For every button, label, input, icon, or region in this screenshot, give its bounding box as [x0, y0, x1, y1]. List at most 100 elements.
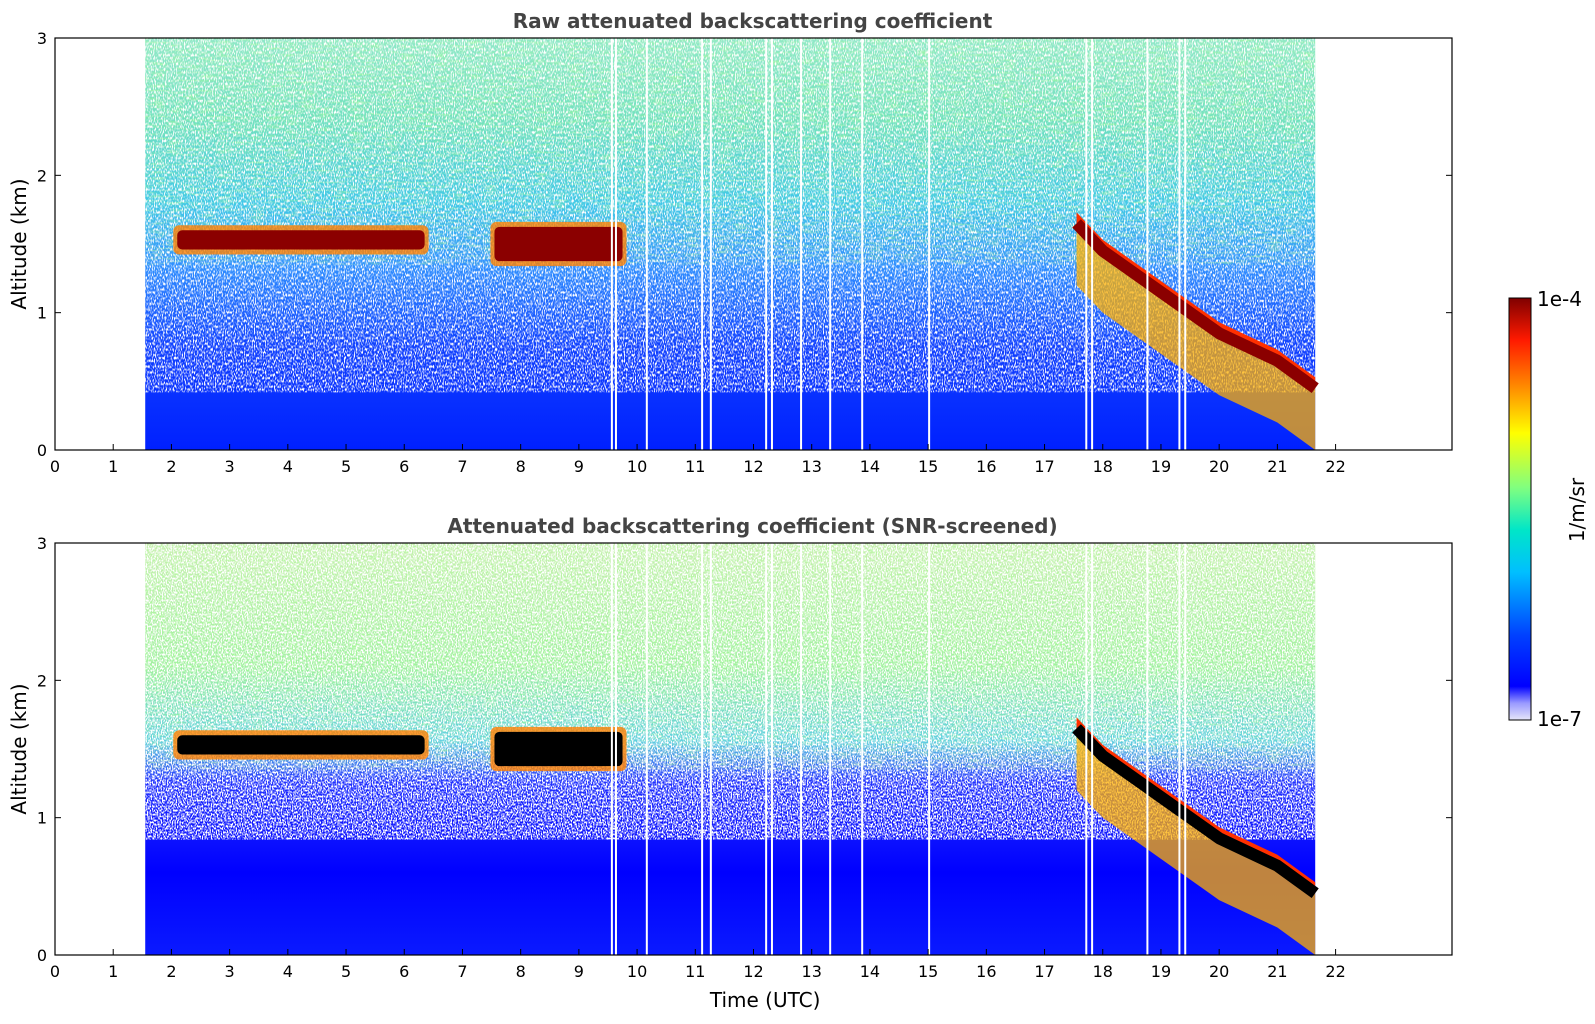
x-tick-label: 3 — [225, 962, 235, 981]
y-tick-label: 3 — [37, 534, 47, 553]
x-tick-label: 1 — [108, 962, 118, 981]
x-tick-label: 20 — [1209, 457, 1229, 476]
data-gap — [614, 543, 617, 955]
data-gap — [1085, 543, 1088, 955]
x-tick-label: 11 — [685, 457, 705, 476]
x-tick-label: 21 — [1267, 457, 1287, 476]
data-gap — [709, 38, 712, 450]
x-tick-label: 22 — [1325, 962, 1345, 981]
data-gap — [829, 38, 832, 450]
x-tick-label: 9 — [574, 457, 584, 476]
x-tick-label: 19 — [1151, 457, 1171, 476]
heatmap-image — [145, 543, 1319, 955]
x-tick-label: 5 — [341, 457, 351, 476]
data-gap — [1178, 38, 1181, 450]
data-gap — [701, 543, 704, 955]
x-tick-label: 10 — [627, 962, 647, 981]
data-gap — [1178, 543, 1181, 955]
panel-2: 0 1 2 3 4 5 6 7 8 9 10 11 12 13 14 15 16 17 18 19 20 21 220123… — [7, 514, 1453, 1012]
y-axis-label: Altitude (km) — [7, 178, 31, 309]
x-tick-label: 16 — [976, 457, 996, 476]
data-gap — [861, 38, 864, 450]
data-gap — [765, 543, 768, 955]
x-tick-label: 21 — [1267, 962, 1287, 981]
x-tick-label: 10 — [627, 457, 647, 476]
x-tick-label: 12 — [743, 962, 763, 981]
x-tick-label: 0 — [50, 457, 60, 476]
data-gap — [800, 543, 803, 955]
x-tick-label: 0 — [50, 962, 60, 981]
x-tick-label: 15 — [918, 962, 938, 981]
x-tick-label: 13 — [802, 457, 822, 476]
panel-title: Attenuated backscattering coefficient (S… — [447, 514, 1057, 538]
layer-core — [1072, 219, 1319, 394]
colorbar-unit-label: 1/m/sr — [1565, 477, 1589, 542]
data-gap — [829, 543, 832, 955]
data-gap — [645, 543, 648, 955]
noise-speckle — [145, 38, 1316, 393]
y-tick-label: 1 — [37, 809, 47, 828]
x-tick-label: 13 — [802, 962, 822, 981]
data-gap — [928, 543, 931, 955]
x-tick-label: 14 — [860, 962, 880, 981]
data-gap — [861, 543, 864, 955]
data-gap — [1184, 543, 1187, 955]
x-tick-label: 3 — [225, 457, 235, 476]
data-gap — [1146, 543, 1149, 955]
x-tick-label: 22 — [1325, 457, 1345, 476]
y-tick-label: 2 — [37, 671, 47, 690]
data-gap — [770, 38, 773, 450]
panel-1: 0 1 2 3 4 5 6 7 8 9 10 11 12 13 14 15 16 17 18 19 20 21 220123… — [7, 9, 1453, 476]
data-gap — [614, 38, 617, 450]
x-tick-label: 19 — [1151, 962, 1171, 981]
x-tick-label: 2 — [166, 962, 176, 981]
x-tick-label: 18 — [1093, 457, 1113, 476]
heatmap-image — [145, 38, 1319, 450]
data-gap — [610, 38, 613, 450]
data-gap — [1085, 38, 1088, 450]
x-tick-label: 8 — [516, 457, 526, 476]
x-axis-label: Time (UTC) — [709, 988, 821, 1012]
cloud-core — [177, 230, 425, 250]
x-tick-label: 6 — [399, 962, 409, 981]
x-tick-label: 6 — [399, 457, 409, 476]
data-gap — [610, 543, 613, 955]
panel-title: Raw attenuated backscattering coefficien… — [513, 9, 993, 33]
x-tick-label: 7 — [457, 962, 467, 981]
x-tick-label: 18 — [1093, 962, 1113, 981]
y-tick-label: 2 — [37, 166, 47, 185]
data-gap — [800, 38, 803, 450]
data-gap — [1146, 38, 1149, 450]
x-tick-label: 12 — [743, 457, 763, 476]
colorbar-max-label: 1e-4 — [1537, 287, 1582, 311]
x-tick-label: 16 — [976, 962, 996, 981]
y-tick-label: 0 — [37, 441, 47, 460]
y-tick-label: 1 — [37, 304, 47, 323]
x-tick-label: 15 — [918, 457, 938, 476]
data-gap — [1184, 38, 1187, 450]
x-tick-label: 9 — [574, 962, 584, 981]
data-gap — [1091, 38, 1094, 450]
data-gap — [701, 38, 704, 450]
x-tick-label: 4 — [283, 457, 293, 476]
x-tick-label: 20 — [1209, 962, 1229, 981]
x-tick-label: 7 — [457, 457, 467, 476]
data-gap — [709, 543, 712, 955]
colorbar-min-label: 1e-7 — [1537, 707, 1582, 731]
cloud-core — [494, 731, 623, 767]
x-tick-label: 17 — [1034, 457, 1054, 476]
layer-core — [1072, 724, 1319, 899]
y-axis-label: Altitude (km) — [7, 683, 31, 814]
data-gap — [770, 543, 773, 955]
x-tick-label: 11 — [685, 962, 705, 981]
x-tick-label: 8 — [516, 962, 526, 981]
colorbar: 1e-4 1e-7 1/m/sr — [1508, 287, 1589, 731]
x-tick-label: 17 — [1034, 962, 1054, 981]
colorbar-gradient — [1508, 297, 1532, 721]
data-gap — [765, 38, 768, 450]
x-tick-label: 2 — [166, 457, 176, 476]
data-gap — [1091, 543, 1094, 955]
x-tick-label: 14 — [860, 457, 880, 476]
data-gap — [928, 38, 931, 450]
